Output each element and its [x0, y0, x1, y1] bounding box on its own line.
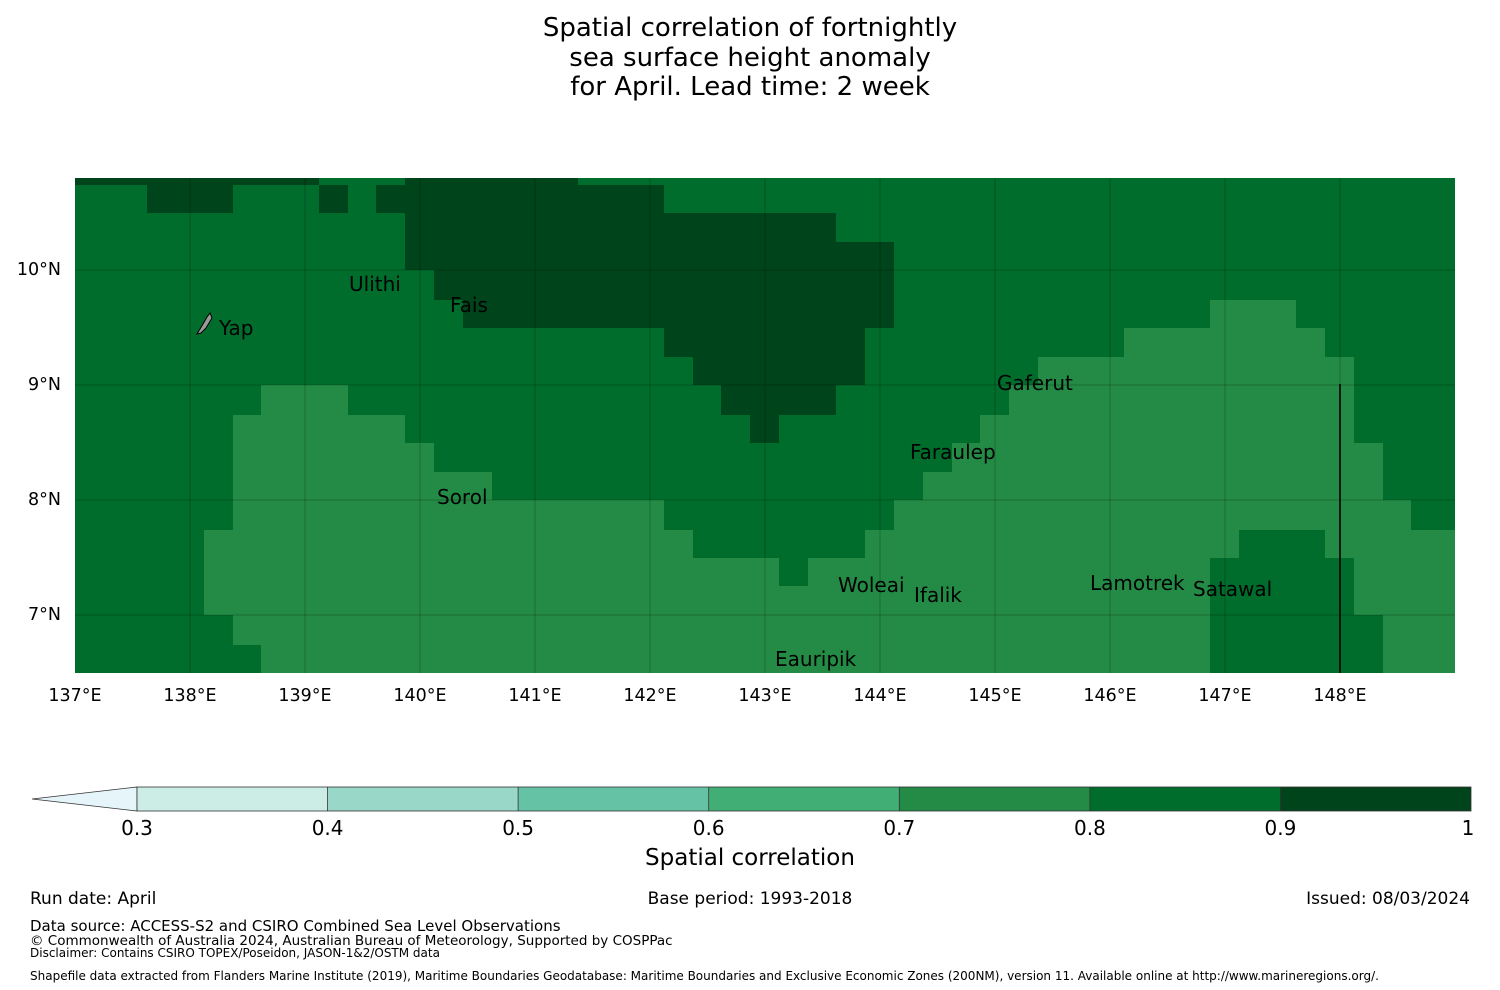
copyright-notice: © Commonwealth of Australia 2024, Austra…: [30, 933, 673, 949]
island-labels: Ulithi Fais Yap Gaferut Faraulep Sorol W…: [218, 272, 1272, 671]
colorbar-tick-0-3: 0.3: [121, 816, 153, 840]
region-0-9-to-1-left-block: [147, 185, 233, 213]
lon-tick-143e: 143°E: [738, 686, 791, 706]
lon-tick-145e: 145°E: [968, 686, 1021, 706]
colorbar-swatch-6: [1089, 787, 1281, 811]
latitude-tick-labels: 10°N 9°N 8°N 7°N: [17, 260, 61, 625]
lon-tick-148e: 148°E: [1313, 686, 1366, 706]
place-label-gaferut: Gaferut: [997, 371, 1073, 395]
colorbar-outline: [136, 786, 1472, 812]
lon-tick-139e: 139°E: [278, 686, 331, 706]
correlation-cells: [75, 178, 1455, 673]
lon-tick-137e: 137°E: [48, 686, 101, 706]
lon-tick-144e: 144°E: [853, 686, 906, 706]
place-label-satawal: Satawal: [1193, 577, 1272, 601]
disclaimer: Disclaimer: Contains CSIRO TOPEX/Poseido…: [30, 946, 440, 960]
colorbar-swatch-3: [518, 787, 709, 811]
title-line-3: for April. Lead time: 2 week: [570, 72, 930, 102]
data-source: Data source: ACCESS-S2 and CSIRO Combine…: [30, 917, 561, 935]
colorbar-extend-arrow: [31, 786, 138, 812]
place-label-eauripik: Eauripik: [775, 647, 857, 671]
place-label-faraulep: Faraulep: [910, 440, 996, 464]
colorbar-swatch-4: [708, 787, 900, 811]
place-label-woleai: Woleai: [838, 573, 905, 597]
place-label-lamotrek: Lamotrek: [1090, 571, 1185, 595]
place-label-ulithi: Ulithi: [349, 272, 401, 296]
colorbar-dividers: [327, 787, 1281, 811]
lat-tick-8n: 8°N: [28, 490, 61, 510]
region-0-9-to-1-top-strip: [75, 178, 319, 185]
shapefile-credit: Shapefile data extracted from Flanders M…: [30, 969, 1379, 983]
colorbar-swatch-1: [137, 787, 328, 811]
region-0-9-to-1-notch: [376, 185, 405, 213]
lon-tick-142e: 142°E: [623, 686, 676, 706]
map-panel: Ulithi Fais Yap Gaferut Faraulep Sorol W…: [17, 178, 1455, 706]
lon-tick-141e: 141°E: [508, 686, 561, 706]
colorbar-tick-0-6: 0.6: [693, 816, 725, 840]
title-line-2: sea surface height anomaly: [569, 42, 931, 73]
map-gridlines: [75, 178, 1455, 673]
lon-tick-138e: 138°E: [163, 686, 216, 706]
colorbar-tick-1: 1: [1462, 816, 1475, 840]
place-label-yap: Yap: [218, 316, 253, 340]
colorbar-tick-0-9: 0.9: [1264, 816, 1296, 840]
map-title: Spatial correlation of fortnightly sea s…: [0, 13, 1500, 103]
lat-tick-7n: 7°N: [28, 605, 61, 625]
region-0-9-to-1-north: [405, 178, 894, 443]
place-label-fais: Fais: [450, 293, 488, 317]
colorbar: 0.3 0.4 0.5 0.6 0.7 0.8 0.9 1: [31, 786, 1474, 840]
run-date: Run date: April: [30, 889, 157, 909]
colorbar-tick-0-5: 0.5: [502, 816, 534, 840]
colorbar-tick-0-4: 0.4: [312, 816, 344, 840]
colorbar-swatch-2: [327, 787, 519, 811]
lat-tick-10n: 10°N: [17, 260, 61, 280]
region-0-9-to-1-small-block: [319, 185, 348, 213]
yap-island-icon: [195, 311, 213, 335]
region-0-7-to-0-8: [75, 300, 1455, 673]
lon-tick-147e: 147°E: [1198, 686, 1251, 706]
colorbar-tick-0-8: 0.8: [1074, 816, 1106, 840]
colorbar-tick-0-7: 0.7: [883, 816, 915, 840]
colorbar-tick-labels: 0.3 0.4 0.5 0.6 0.7 0.8 0.9 1: [121, 816, 1474, 840]
lon-tick-140e: 140°E: [393, 686, 446, 706]
lon-tick-146e: 146°E: [1083, 686, 1136, 706]
place-label-sorol: Sorol: [437, 485, 488, 509]
base-period: Base period: 1993-2018: [647, 889, 853, 909]
lat-tick-9n: 9°N: [28, 375, 61, 395]
issued-date: Issued: 08/03/2024: [1306, 889, 1470, 909]
colorbar-swatch-7: [1280, 787, 1471, 811]
colorbar-label: Spatial correlation: [645, 845, 855, 871]
colorbar-swatch-5: [899, 787, 1090, 811]
place-label-ifalik: Ifalik: [914, 583, 962, 607]
title-line-1: Spatial correlation of fortnightly: [542, 13, 958, 43]
longitude-tick-labels: 137°E 138°E 139°E 140°E 141°E 142°E 143°…: [48, 686, 1366, 706]
